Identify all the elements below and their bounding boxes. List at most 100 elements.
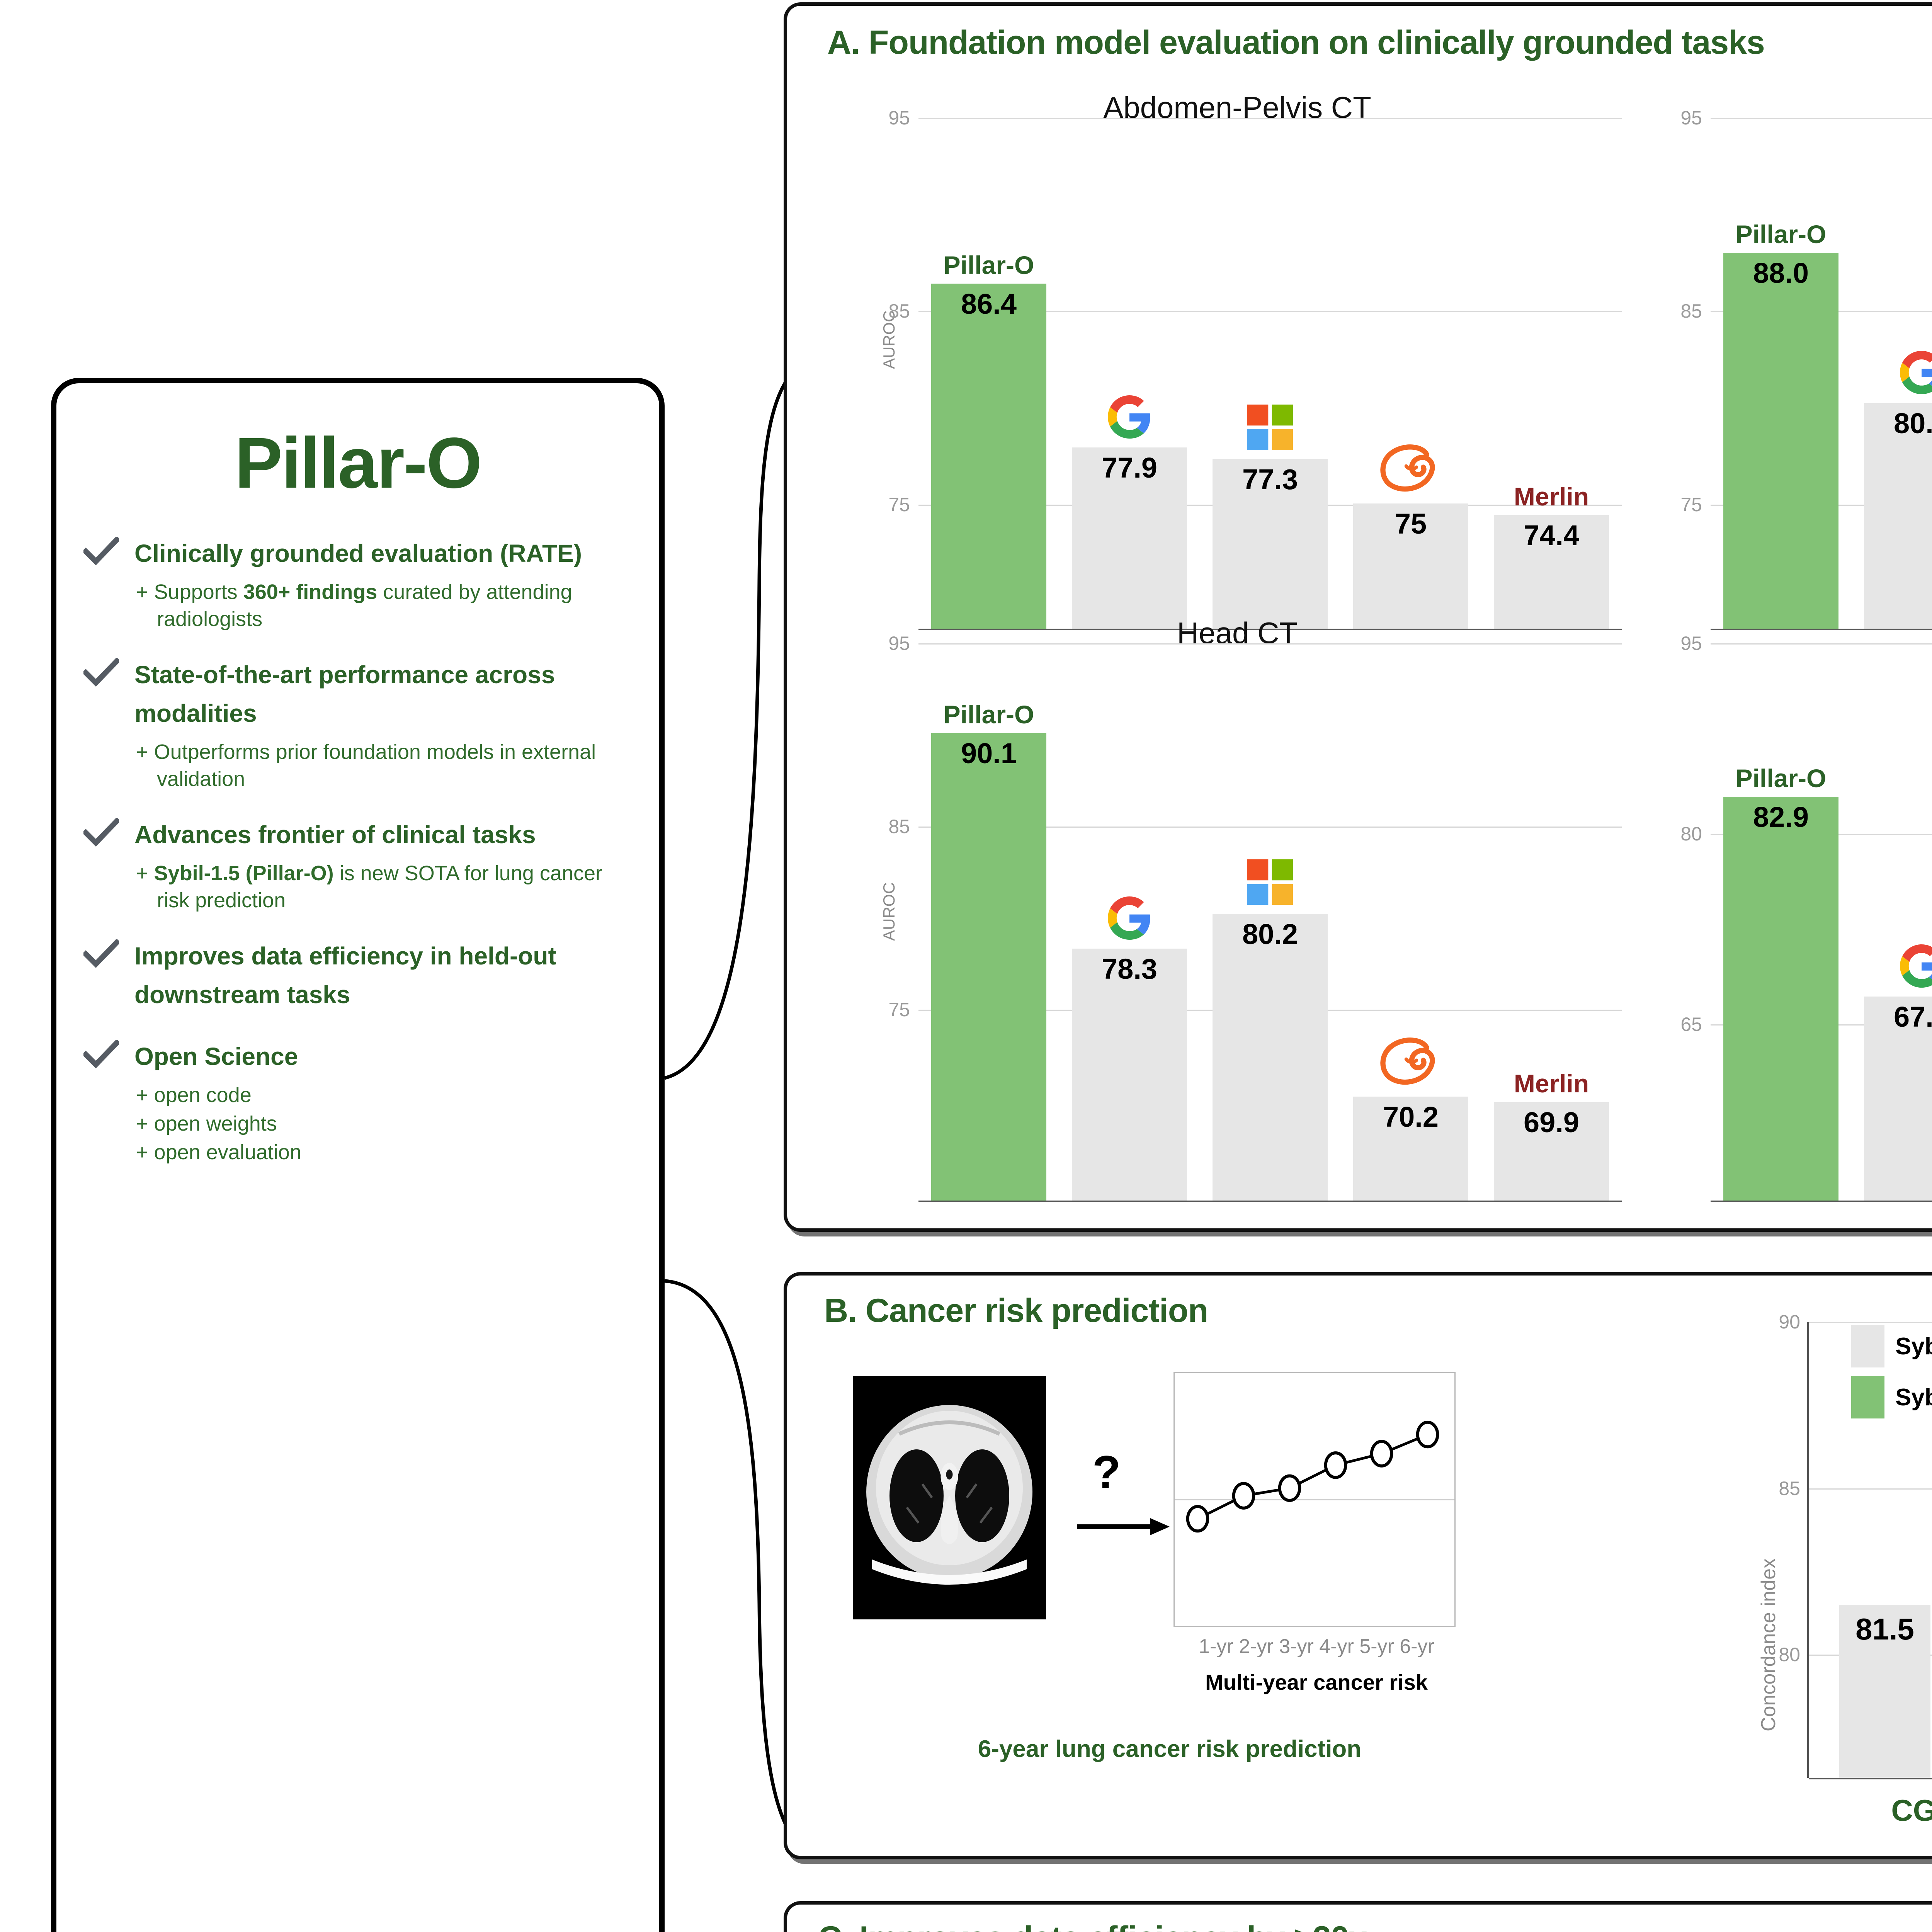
bar-value: 74.4 xyxy=(1523,519,1580,551)
bar-slot: Merlin 69.9 xyxy=(1481,643,1622,1201)
bar-value: 77.9 xyxy=(1101,452,1158,484)
pillar-o-label: Pillar-O xyxy=(943,700,1034,729)
bar-slot: 80.2 xyxy=(1851,118,1932,629)
bar: Pillar-O 88.0 xyxy=(1723,220,1839,629)
bar-slot: 77.3 xyxy=(1200,118,1340,629)
cancer-risk-schematic: ? 1-yr 2-yr 3-yr 4-yr 5-yr 6-yr Multi xyxy=(810,1349,1676,1832)
y-tick-label: 75 xyxy=(888,493,910,515)
axis-baseline xyxy=(918,629,1622,630)
gridline: 95 xyxy=(888,107,1622,129)
bar-slot: Pillar-O 90.1 xyxy=(918,643,1059,1201)
y-tick-label: 85 xyxy=(1779,1477,1800,1499)
legend-label: Sybil xyxy=(1895,1333,1932,1360)
bar: Pillar-O 82.9 xyxy=(1723,764,1839,1201)
plot-area: 908580SybilSybil-1.5 (Pillar-O)81.583.4C… xyxy=(1779,1311,1932,1827)
plot-area: 95 85 75 Pillar-O 90.1 78.3 80.2 70.2 Merlin 69.9 xyxy=(888,633,1622,1202)
google-logo-wrap xyxy=(1108,395,1151,440)
gridline: 85 xyxy=(1779,1478,1932,1499)
bar: Merlin 69.9 xyxy=(1493,1069,1609,1201)
axis-baseline xyxy=(1711,1201,1932,1202)
google-logo xyxy=(1108,896,1150,940)
microsoft-logo xyxy=(1247,405,1293,450)
feature-item-sota: State-of-the-art performance across moda… xyxy=(83,656,632,793)
checkmark-icon xyxy=(83,656,119,793)
google-logo-wrap xyxy=(1900,944,1932,990)
feature-sub: + Supports 360+ findings curated by atte… xyxy=(136,580,572,631)
bar-value: 81.5 xyxy=(1855,1612,1914,1646)
bar-value: 75 xyxy=(1395,507,1427,540)
bar-slot: Merlin 74.4 xyxy=(1481,118,1622,629)
bar-value: 69.9 xyxy=(1523,1106,1580,1138)
concordance-chart: Concordance index 90 85 80 Sybil Sybil-1.5 (P… xyxy=(1699,1299,1932,1836)
y-axis-label: AUROC xyxy=(880,882,898,941)
bar-slot: Pillar-O 86.4 xyxy=(918,118,1059,629)
microsoft-logo xyxy=(1247,859,1293,905)
bar-slot: 67.1 xyxy=(1851,643,1932,1201)
google-logo-wrap xyxy=(1900,351,1932,396)
feature-item-efficiency: Improves data efficiency in held-out dow… xyxy=(83,937,632,1014)
plot-area: 95 85 75 Pillar-O 86.4 77.9 77.3 75 Merlin 74.4 xyxy=(888,107,1622,630)
feature-title: Improves data efficiency in held-out dow… xyxy=(134,942,556,1009)
panel-a-title: A. Foundation model evaluation on clinic… xyxy=(827,24,1765,61)
alibaba-logo-wrap xyxy=(1376,1036,1446,1090)
pillar-o-label: Pillar-O xyxy=(1735,764,1827,793)
bar-slot: 70.2 xyxy=(1340,643,1481,1201)
risk-x-tick-labels: 1-yr 2-yr 3-yr 4-yr 5-yr 6-yr xyxy=(1199,1635,1434,1658)
axis-baseline xyxy=(1809,1778,1932,1779)
chart-breast-mri: Breast MRI958065Pillar-O82.967.164.457Me… xyxy=(1633,609,1932,1211)
feature-title: State-of-the-art performance across moda… xyxy=(134,661,555,728)
feature-item-frontier: Advances frontier of clinical tasks + Sy… xyxy=(83,816,632,914)
y-axis-label: Concordance index xyxy=(1757,1558,1780,1731)
legend-label: Sybil-1.5 (Pillar-O) xyxy=(1895,1384,1932,1411)
bar: 70.2 xyxy=(1353,1037,1469,1201)
feature-item-open-science: Open Science + open code + open weights … xyxy=(83,1037,632,1166)
chart-abdomen-pelvis-ct: Abdomen-Pelvis CT AUROC 95 85 75 Pillar-O 86.4… xyxy=(841,68,1633,639)
google-logo xyxy=(1900,351,1932,395)
y-tick-label: 95 xyxy=(888,633,910,654)
feature-sub-open-evaluation: + open evaluation xyxy=(136,1141,301,1164)
feature-title: Advances frontier of clinical tasks xyxy=(134,821,536,849)
gridline: 85 xyxy=(888,300,1622,322)
alibaba-logo xyxy=(1380,1037,1435,1085)
merlin-label: Merlin xyxy=(1514,482,1589,511)
y-tick-label: 75 xyxy=(888,999,910,1021)
y-tick-label: 85 xyxy=(888,816,910,838)
ct-scan-thumbnail xyxy=(853,1376,1046,1619)
feature-sub: + Sybil-1.5 (Pillar-O) is new SOTA for l… xyxy=(136,862,602,912)
bar: 78.3 xyxy=(1071,896,1187,1201)
chart-chest-ct: Chest CT958575Pillar-O88.080.279.374.9Me… xyxy=(1633,68,1932,639)
pillar-o-label: Pillar-O xyxy=(1735,220,1827,249)
bar: 75 xyxy=(1353,444,1469,629)
y-tick-label: 80 xyxy=(1779,1644,1800,1666)
feature-sub-open-code: + open code xyxy=(136,1083,252,1107)
chart-head-ct: Head CT AUROC 95 85 75 Pillar-O 90.1 78.3 80.2 70… xyxy=(841,609,1633,1211)
bar-value: 90.1 xyxy=(961,737,1017,769)
panel-a: A. Foundation model evaluation on clinic… xyxy=(784,2,1932,1232)
bar: 81.5 xyxy=(1839,1605,1931,1778)
bar-group: Pillar-O 90.1 78.3 80.2 70.2 Merlin 69.9 xyxy=(918,643,1622,1201)
feature-item-evaluation: Clinically grounded evaluation (RATE) + … xyxy=(83,534,632,633)
legend-item-sybil15: Sybil-1.5 (Pillar-O) xyxy=(1851,1376,1932,1418)
group-label: CGMH xyxy=(1891,1793,1932,1827)
gridline: 95 xyxy=(888,633,1622,654)
y-tick-label: 90 xyxy=(1779,1311,1800,1333)
y-tick-label: 80 xyxy=(1680,823,1702,845)
bar-value: 78.3 xyxy=(1101,952,1158,985)
merlin-label: Merlin xyxy=(1514,1069,1589,1098)
legend-swatch xyxy=(1851,1325,1884,1367)
bar-value: 67.1 xyxy=(1893,1001,1932,1033)
y-tick-label: 95 xyxy=(1680,107,1702,129)
y-tick-label: 65 xyxy=(1680,1013,1702,1035)
y-tick-label: 85 xyxy=(1680,300,1702,322)
checkmark-icon xyxy=(83,534,119,633)
checkmark-icon xyxy=(83,816,119,914)
bar-group: Pillar-O88.080.279.374.9Merlin77.2 xyxy=(1711,118,1932,629)
risk-curve-plot xyxy=(1173,1372,1456,1627)
bar-group: Pillar-O 86.4 77.9 77.3 75 Merlin 74.4 xyxy=(918,118,1622,629)
feature-title: Open Science xyxy=(134,1043,298,1071)
bar-slot: 80.2 xyxy=(1200,643,1340,1201)
y-tick-label: 75 xyxy=(1680,493,1702,515)
y-tick-label: 95 xyxy=(888,107,910,129)
bar: Pillar-O 90.1 xyxy=(931,700,1047,1201)
